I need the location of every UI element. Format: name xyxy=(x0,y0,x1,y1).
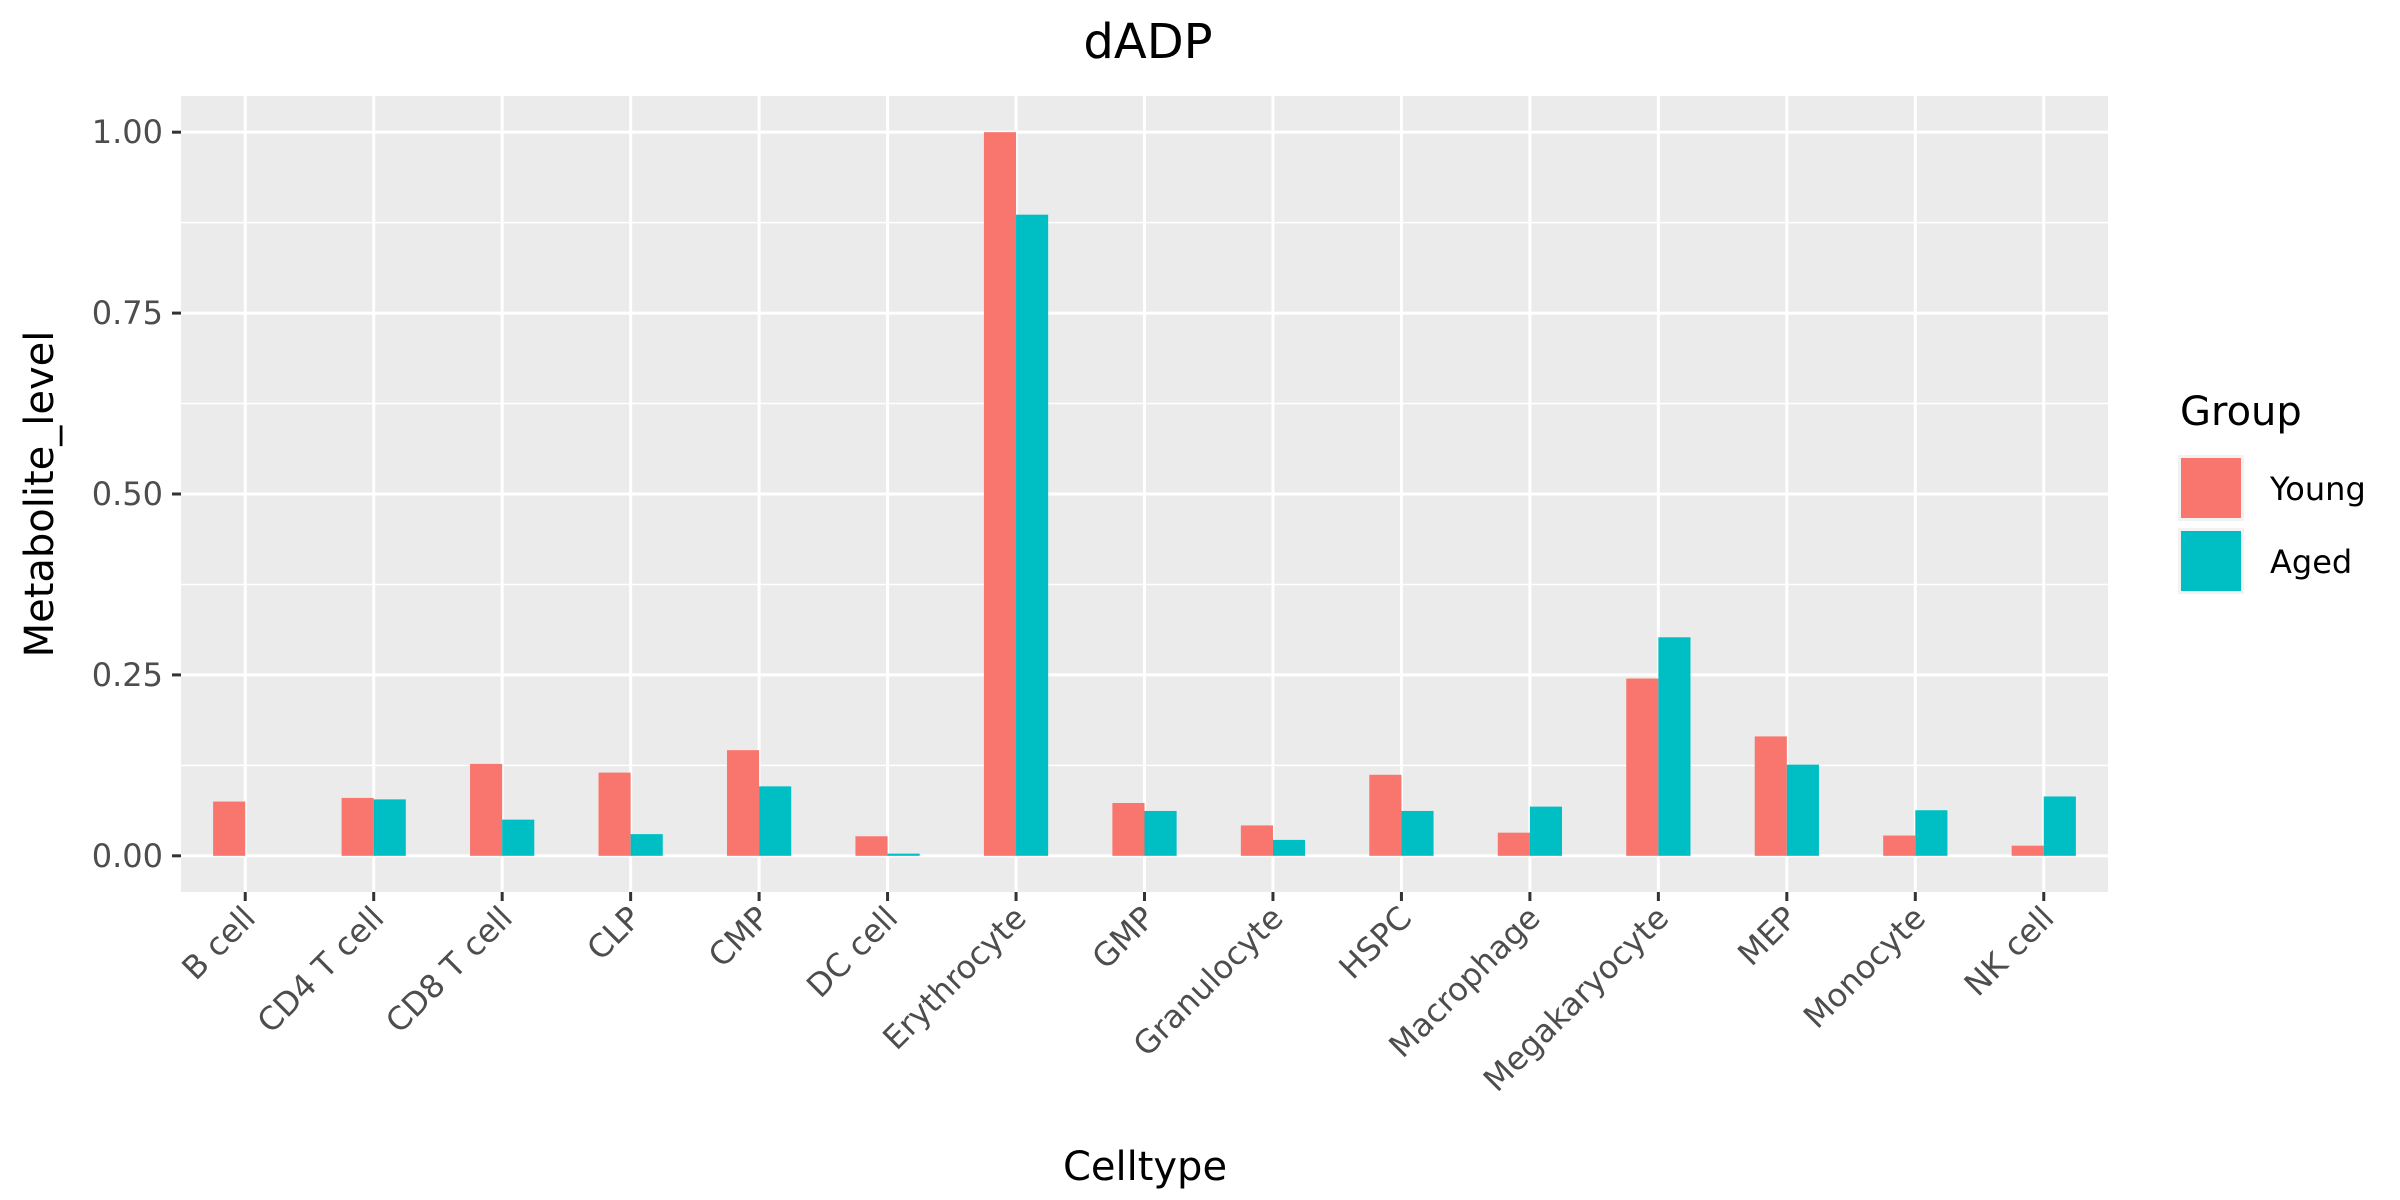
chart-title: dADP xyxy=(1083,14,1212,70)
x-tick-label: Monocyte xyxy=(1796,899,1933,1036)
bar-aged xyxy=(1401,810,1434,856)
x-tick-label: CD4 T cell xyxy=(250,899,392,1041)
bar-young xyxy=(1112,802,1145,856)
bar-young xyxy=(1754,736,1787,856)
bar-young xyxy=(855,836,888,856)
bar-aged xyxy=(1658,637,1691,856)
bar-young xyxy=(213,801,246,856)
legend-title: Group xyxy=(2180,389,2302,435)
bar-aged xyxy=(1786,764,1819,856)
x-axis-title: Celltype xyxy=(1063,1144,1227,1190)
bar-aged xyxy=(1915,810,1948,856)
bar-aged xyxy=(1144,810,1177,856)
x-tick-label: B cell xyxy=(174,899,263,988)
bar-young xyxy=(470,763,503,856)
bar-aged xyxy=(759,786,792,856)
legend-label-young: Young xyxy=(2269,470,2366,508)
legend-label-aged: Aged xyxy=(2270,543,2352,581)
x-tick-label: HSPC xyxy=(1331,899,1419,987)
x-tick-label: MEP xyxy=(1730,899,1804,973)
bar-young xyxy=(2011,845,2044,856)
y-axis-title: Metabolite_level xyxy=(17,331,63,658)
bar-young xyxy=(1497,832,1530,856)
bar-aged xyxy=(630,834,663,856)
legend-key-young xyxy=(2181,458,2241,518)
bar-aged xyxy=(502,819,535,856)
bar-young xyxy=(1626,678,1659,856)
x-tick-label: NK cell xyxy=(1957,899,2062,1004)
bar-young xyxy=(598,772,631,856)
bar-young xyxy=(1883,835,1916,856)
bar-aged xyxy=(2043,796,2076,856)
y-tick-label: 0.75 xyxy=(92,294,163,332)
bar-aged xyxy=(1016,214,1049,856)
x-tick-label: GMP xyxy=(1085,899,1163,977)
bar-young xyxy=(726,750,760,856)
x-tick-label: CD8 T cell xyxy=(378,899,520,1041)
bar-aged xyxy=(887,853,920,856)
y-tick-label: 0.50 xyxy=(92,475,163,513)
bar-aged xyxy=(1529,806,1563,856)
bar-young xyxy=(341,797,374,856)
bar-young xyxy=(1369,774,1402,856)
bar-young xyxy=(1240,825,1273,856)
bar-aged xyxy=(373,799,406,856)
y-tick-label: 0.25 xyxy=(92,656,163,694)
y-tick-label: 0.00 xyxy=(92,837,163,875)
bars xyxy=(213,132,2076,856)
x-tick-label: CMP xyxy=(701,899,777,975)
bar-aged xyxy=(1272,839,1306,856)
grid-lines xyxy=(181,96,2108,892)
legend-key-aged xyxy=(2181,531,2241,591)
bar-young xyxy=(983,132,1017,856)
legend: Group Young Aged xyxy=(2178,389,2366,594)
x-tick-label: CLP xyxy=(579,899,648,968)
x-tick-label: DC cell xyxy=(799,899,905,1005)
y-tick-label: 1.00 xyxy=(92,113,163,151)
